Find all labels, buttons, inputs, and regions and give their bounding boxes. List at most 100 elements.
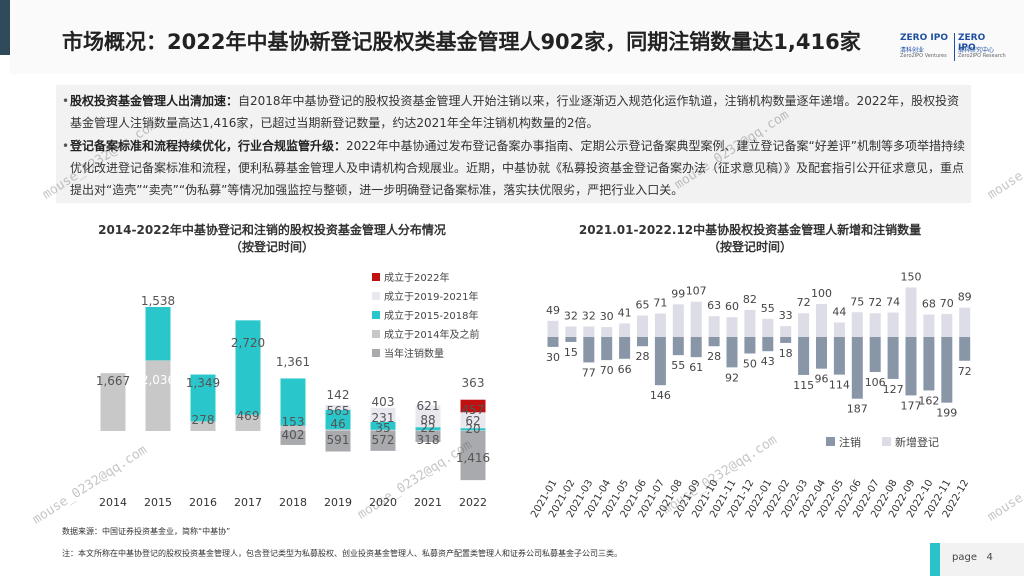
left-chart-cancel-bar <box>325 431 351 452</box>
left-chart-bar-segment <box>370 407 396 422</box>
right-chart-cancel-bar <box>708 337 720 347</box>
left-chart-data-label: 363 <box>462 376 485 390</box>
right-chart-add-bar <box>672 304 684 337</box>
logo-right-sub2: Zero2IPO Research <box>958 53 1006 59</box>
left-chart-cancel-bar <box>370 431 396 451</box>
left-chart-bar-segment <box>280 378 306 426</box>
right-chart-add-bar <box>565 326 577 337</box>
left-chart-bar-segment <box>460 430 486 431</box>
right-chart-cancel-label: 61 <box>689 361 703 374</box>
left-chart-x-tick: 2019 <box>324 496 352 509</box>
right-chart-add-label: 68 <box>922 298 936 311</box>
right-chart-add-label: 60 <box>725 300 739 313</box>
right-chart-add-label: 72 <box>868 296 882 309</box>
page-number: page 4 <box>952 552 993 563</box>
right-chart-cancel-label: 50 <box>743 358 757 371</box>
right-chart-cancel-bar <box>887 337 899 379</box>
right-chart-title-line1: 2021.01-2022.12中基协股权投资基金管理人新增和注销数量 <box>578 223 922 237</box>
right-chart-add-label: 65 <box>636 299 650 312</box>
right-chart-cancel-bar <box>583 337 595 363</box>
left-chart-data-label: 1,538 <box>141 294 175 308</box>
left-chart-data-label: 402 <box>282 428 305 442</box>
right-chart-add-bar <box>547 320 559 337</box>
right-chart-add-bar <box>923 314 935 337</box>
left-chart-bar-segment <box>145 360 171 431</box>
left-chart-bar-segment <box>415 430 441 431</box>
left-chart-cancel-bar <box>415 431 441 443</box>
right-chart-add-label: 32 <box>564 309 578 322</box>
right-chart-cancel-label: 177 <box>901 399 922 412</box>
right-chart-add-label: 71 <box>653 297 667 310</box>
right-chart-cancel-bar <box>869 337 881 372</box>
logo-left-main: ZERO IPO <box>900 33 948 43</box>
left-chart-data-label: 469 <box>237 409 260 423</box>
left-legend-swatch <box>372 349 380 357</box>
right-chart-cancel-label: 162 <box>918 394 939 407</box>
right-chart-cancel-label: 66 <box>618 363 632 376</box>
data-source: 数据来源：中国证券投资基金业，简称“中基协” <box>62 527 231 536</box>
right-chart-cancel-bar <box>547 337 559 347</box>
right-chart-cancel-label: 199 <box>936 407 957 420</box>
left-chart-data-label: 2,036 <box>141 373 175 387</box>
title-accent-bar <box>0 0 10 55</box>
right-chart-title-line2: （按登记时间） <box>707 240 792 254</box>
right-legend-swatch <box>882 437 891 446</box>
right-chart-cancel-label: 92 <box>725 371 739 384</box>
logo-right-sub: 清科研究中心 <box>958 47 995 54</box>
left-chart-x-tick: 2020 <box>369 496 397 509</box>
right-chart-cancel-label: 114 <box>829 379 850 392</box>
right-chart-cancel-label: 187 <box>847 403 868 416</box>
left-legend-label: 成立于2022年 <box>384 271 449 284</box>
left-chart-data-label: 565 <box>327 404 350 418</box>
logo-left-sub: 清科创业 <box>900 47 925 54</box>
right-chart-cancel-bar <box>941 337 953 403</box>
right-chart-add-label: 99 <box>671 287 685 300</box>
left-chart-data-label: 20 <box>465 422 480 436</box>
left-chart-data-label: 2,720 <box>231 336 265 350</box>
left-chart-data-label: 572 <box>372 433 395 447</box>
right-chart-cancel-bar <box>923 337 935 391</box>
left-chart-bar-segment <box>145 306 171 361</box>
left-chart-bar-segment <box>325 409 351 430</box>
right-chart-cancel-label: 28 <box>707 350 721 363</box>
right-chart-cancel-bar <box>833 337 845 375</box>
right-chart-add-label: 33 <box>779 309 793 322</box>
left-chart-x-tick: 2016 <box>189 496 217 509</box>
left-chart-cancel-bar <box>460 431 486 481</box>
left-chart-bar-segment <box>325 429 351 431</box>
left-chart-data-label: 153 <box>282 415 305 429</box>
left-legend-label: 当年注销数量 <box>384 347 444 360</box>
left-chart-data-label: 46 <box>330 417 345 431</box>
right-chart-add-bar <box>583 326 595 337</box>
left-chart-x-tick: 2015 <box>144 496 172 509</box>
right-chart-add-bar <box>798 313 810 337</box>
right-chart-cancel-label: 28 <box>636 350 650 363</box>
left-chart-bar-segment <box>190 421 216 431</box>
right-chart-cancel-bar <box>744 337 756 354</box>
left-legend-swatch <box>372 311 380 319</box>
left-chart-bar-segment <box>235 320 261 415</box>
title-background <box>10 0 1024 74</box>
left-chart-data-label: 1,667 <box>96 374 130 388</box>
left-legend-swatch <box>372 292 380 300</box>
right-chart-add-label: 75 <box>850 295 864 308</box>
left-chart-data-label: 1,361 <box>276 355 310 369</box>
right-chart-add-label: 63 <box>707 299 721 312</box>
left-chart-data-label: 403 <box>372 395 395 409</box>
right-chart-add-bar <box>887 312 899 337</box>
left-chart-x-tick: 2017 <box>234 496 262 509</box>
left-chart-bar-segment <box>235 414 261 431</box>
bullet-2: • 登记备案标准和流程持续优化，行业合规监管升级：2022年中基协通过发布登记备… <box>62 135 965 201</box>
right-chart-cancel-label: 127 <box>883 383 904 396</box>
right-chart-add-bar <box>833 322 845 337</box>
right-chart-cancel-bar <box>637 337 648 347</box>
right-chart-cancel-label: 77 <box>582 366 596 379</box>
right-chart-add-label: 100 <box>811 287 832 300</box>
left-chart-title-line1: 2014-2022年中基协登记和注销的股权投资基金管理人分布情况 <box>98 223 446 237</box>
zero2ipo-logo: ZERO IPO 清科创业 Zero2IPO Ventures ZERO IPO… <box>900 33 1012 63</box>
right-chart-add-label: 107 <box>686 285 707 298</box>
page-title: 市场概况：2022年中基协新登记股权类基金管理人902家，同期注销数量达1,41… <box>62 30 861 54</box>
right-chart-add-label: 41 <box>618 306 632 319</box>
right-chart-add-bar <box>959 307 971 337</box>
right-chart-add-bar <box>654 313 666 337</box>
